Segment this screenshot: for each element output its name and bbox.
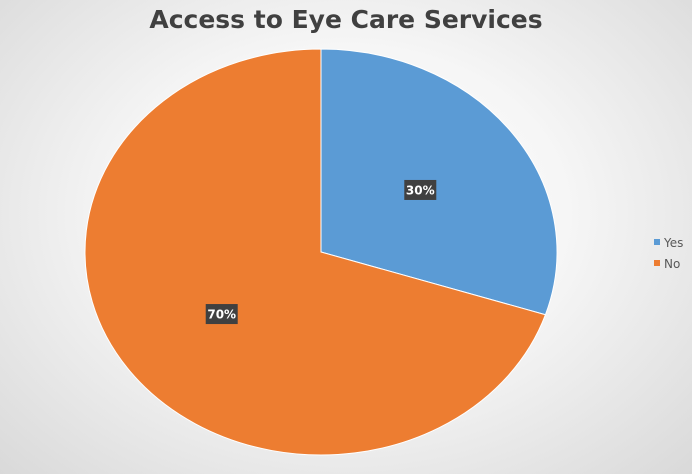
- pie-slice-yes: [320, 48, 558, 316]
- data-label-yes: 30%: [404, 179, 437, 200]
- data-label-text: 30%: [406, 183, 435, 197]
- legend-swatch-no: [654, 260, 660, 266]
- data-label-text: 70%: [207, 308, 236, 322]
- data-label-no: 70%: [205, 304, 238, 325]
- legend: Yes No: [654, 236, 683, 271]
- legend-label-yes: Yes: [663, 236, 683, 250]
- data-labels: 30% 70%: [205, 179, 437, 325]
- pie-slice-no: [84, 48, 547, 456]
- data-label-background: [404, 179, 437, 200]
- legend-swatch-yes: [654, 239, 660, 245]
- legend-label-no: No: [664, 257, 680, 271]
- chart-title: Access to Eye Care Services: [149, 5, 542, 34]
- data-label-background: [205, 304, 238, 325]
- pie-slices: [84, 48, 558, 456]
